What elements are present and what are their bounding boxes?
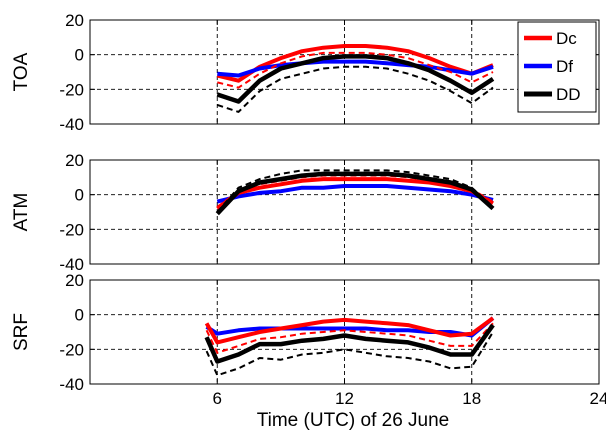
series-line-dc xyxy=(216,44,494,83)
legend: Dc Df DD xyxy=(517,21,597,113)
y-tick-label: -20 xyxy=(59,220,84,239)
series-line-dd xyxy=(215,171,495,216)
x-tick-label: 24 xyxy=(590,389,606,408)
y-tick-label: -40 xyxy=(59,255,84,274)
y-tick-label: 0 xyxy=(75,186,84,205)
y-tick-label: -40 xyxy=(59,115,84,134)
panel-srf: 20 0 -20 -40 SRF 6 12 18 24 xyxy=(11,271,606,408)
y-tick-label: 20 xyxy=(65,151,84,170)
panel-toa: 20 0 -20 -40 TOA xyxy=(11,11,600,134)
y-axis-label: SRF xyxy=(11,313,32,351)
series-line-dd-dashed xyxy=(216,65,494,113)
legend-label-dc: Dc xyxy=(556,29,577,48)
y-axis-label: ATM xyxy=(11,193,32,232)
series-line-dc-dashed xyxy=(217,51,494,89)
series-line-df xyxy=(216,184,494,204)
series-line-dc xyxy=(216,177,494,211)
y-tick-label: -20 xyxy=(59,340,84,359)
y-tick-label: 0 xyxy=(75,46,84,65)
panels-layer: 20 0 -20 -40 TOA 20 0 -20 -40 ATM 20 0 -20 -40 SRF 6 12 1… xyxy=(11,11,606,408)
x-tick-label: 12 xyxy=(335,389,354,408)
series-line-df xyxy=(217,59,494,78)
x-tick-label: 6 xyxy=(213,389,222,408)
y-tick-label: 20 xyxy=(65,271,84,290)
x-axis-label: Time (UTC) of 26 June xyxy=(257,410,450,431)
series-line-dd xyxy=(204,323,495,364)
y-axis-label: TOA xyxy=(11,52,32,91)
y-tick-label: -20 xyxy=(59,80,84,99)
y-tick-label: 0 xyxy=(75,306,84,325)
series-line-dc-dashed xyxy=(205,322,494,354)
panel-atm: 20 0 -20 -40 ATM xyxy=(11,151,600,274)
legend-label-df: Df xyxy=(556,57,573,76)
series-line-dd xyxy=(216,54,495,104)
legend-label-dd: DD xyxy=(556,85,581,104)
y-tick-label: 20 xyxy=(65,11,84,30)
series-line-dc xyxy=(204,316,495,345)
y-tick-label: -40 xyxy=(59,375,84,394)
series-line-dd-dashed xyxy=(216,169,494,213)
x-tick-label: 18 xyxy=(462,389,481,408)
